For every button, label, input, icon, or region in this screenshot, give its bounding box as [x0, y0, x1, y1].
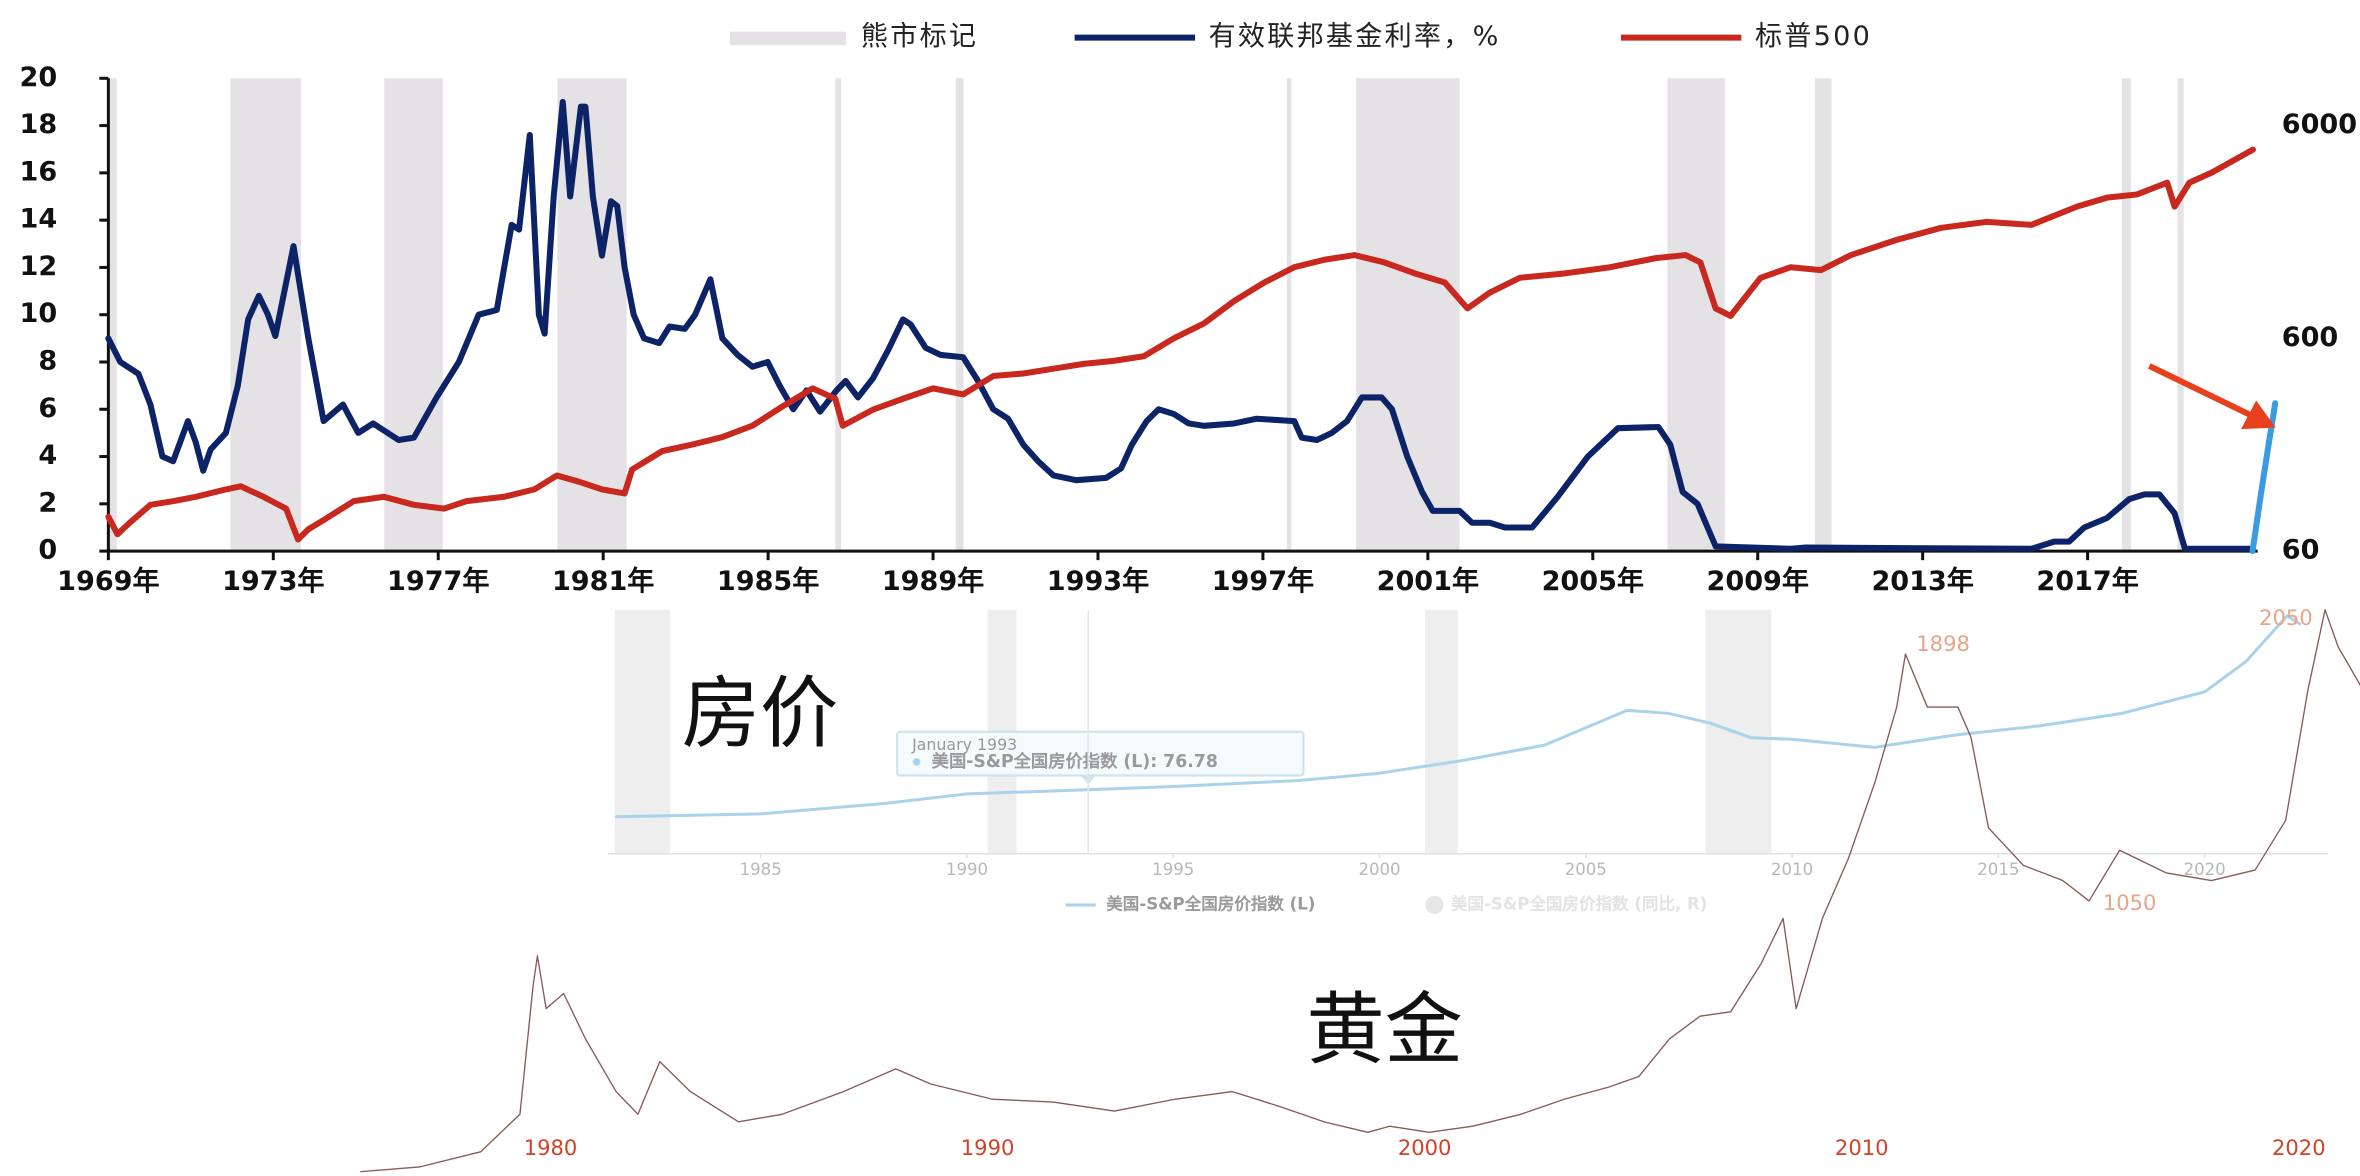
bear-market-band	[1424, 609, 1458, 854]
y-tick-label: 12	[20, 251, 58, 282]
y-tick-label: 20	[20, 62, 58, 93]
bear-market-band	[384, 78, 443, 552]
legend-label: 美国-S&P全国房价指数 (同比, R)	[1451, 893, 1707, 913]
tooltip-text: 美国-S&P全国房价指数 (L): 76.78	[932, 751, 1218, 772]
x-tick-label: 2013年	[1871, 565, 1973, 597]
series-line	[614, 614, 2302, 819]
legend-label: 美国-S&P全国房价指数 (L)	[1106, 893, 1315, 913]
bear-market-band	[2121, 78, 2131, 552]
x-tick-label: 1993年	[1047, 565, 1149, 597]
x-tick-label: 1997年	[1212, 565, 1314, 597]
x-tick-label: 1981年	[552, 565, 654, 597]
series-line	[360, 609, 2360, 1173]
annotation: 1050	[2103, 890, 2157, 915]
x-tick-label: 1985年	[717, 565, 819, 597]
series-line	[105, 98, 2256, 552]
y2-tick-label: 600	[2282, 322, 2339, 353]
x-tick-label: 2000	[1398, 1135, 1452, 1160]
x-tick-label: 2005	[1565, 860, 1607, 879]
x-tick-label: 1980	[524, 1135, 578, 1160]
bear-market-band	[2177, 78, 2184, 552]
chart-title: 房价	[682, 668, 839, 759]
y-tick-label: 2	[38, 487, 57, 518]
y-tick-label: 0	[38, 535, 57, 566]
y-tick-label: 14	[20, 204, 58, 235]
x-tick-label: 2015	[1977, 860, 2019, 879]
y-tick-label: 6	[38, 393, 57, 424]
charts: 0 2 4 6 8 10 12 14 16 18 20 60 600 6000 1969年 1973年 1977…	[20, 21, 2360, 1173]
bear-market-band	[1286, 78, 1292, 552]
tooltip-dot	[912, 758, 921, 766]
series-line	[2249, 400, 2279, 555]
y2-tick-label: 60	[2282, 535, 2320, 566]
legend-label: 标普500	[1755, 21, 1872, 52]
y2-tick-label: 6000	[2282, 109, 2357, 140]
bear-market-band	[835, 78, 842, 552]
bear-market-band	[955, 78, 964, 552]
annotation: 2050	[2259, 605, 2313, 630]
bear-market-band	[108, 78, 117, 552]
x-tick-label: 1990	[961, 1135, 1015, 1160]
x-tick-label: 2017年	[2036, 565, 2138, 597]
bear-market-band	[1667, 78, 1725, 552]
x-tick-label: 2000	[1358, 860, 1400, 879]
tooltip-title: January 1993	[911, 735, 1017, 754]
x-tick-label: 1985	[740, 860, 782, 879]
legend-swatch	[1425, 895, 1444, 914]
bear-market-band	[614, 609, 670, 854]
tooltip-box	[895, 730, 1305, 777]
x-tick-label: 2001年	[1377, 565, 1479, 597]
annotation: 1898	[1916, 631, 1970, 656]
x-tick-label: 1973年	[222, 565, 324, 597]
x-tick-label: 1990	[946, 860, 988, 879]
x-tick-label: 1969年	[57, 565, 159, 597]
y-tick-label: 16	[20, 156, 58, 187]
bear-market-band	[1815, 78, 1832, 552]
x-tick-label: 1977年	[387, 565, 489, 597]
x-tick-label: 2010	[1835, 1135, 1889, 1160]
y-tick-label: 4	[38, 440, 57, 471]
legend-label: 熊市标记	[861, 21, 978, 52]
y-tick-label: 18	[20, 109, 58, 140]
series-line	[105, 146, 2256, 543]
x-tick-label: 2020	[2272, 1135, 2326, 1160]
x-tick-label: 2020	[2184, 860, 2226, 879]
x-tick-label: 2009年	[1707, 565, 1809, 597]
arrow-shaft	[2147, 363, 2253, 419]
bear-market-band	[1356, 78, 1460, 552]
x-tick-label: 2010	[1771, 860, 1813, 879]
x-tick-label: 1995	[1152, 860, 1194, 879]
legend-swatch	[729, 31, 846, 46]
y-tick-label: 8	[38, 345, 57, 376]
x-tick-label: 1989年	[882, 565, 984, 597]
y-tick-label: 10	[20, 298, 58, 329]
x-tick-label: 2005年	[1542, 565, 1644, 597]
legend-label: 有效联邦基金利率，%	[1209, 21, 1501, 52]
arrow-head	[2241, 400, 2276, 430]
chart-title: 黄金	[1306, 984, 1463, 1075]
